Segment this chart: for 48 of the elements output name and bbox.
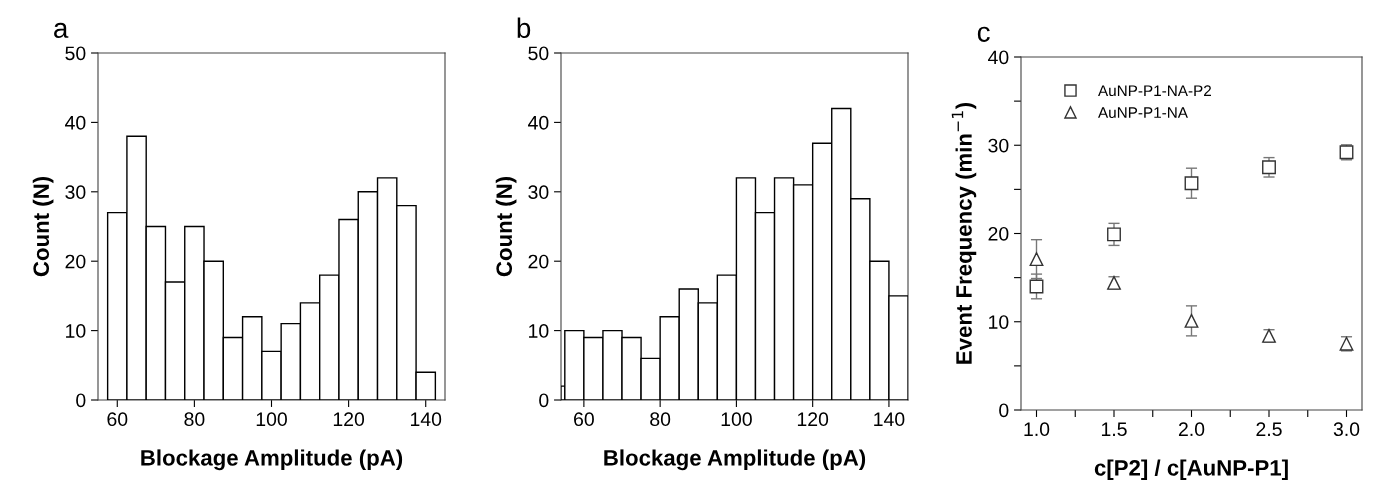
y-axis-title: Count (N) (32, 177, 54, 277)
chart-title: a (54, 22, 69, 38)
y-tick-label: 20 (65, 254, 86, 269)
x-tick-label: 60 (107, 412, 128, 427)
chart-title: b (517, 17, 531, 38)
x-tick-label: 80 (184, 412, 205, 427)
x-tick-label: 2.5 (1256, 422, 1282, 437)
x-tick-label: 120 (333, 412, 365, 427)
point (1184, 313, 1199, 328)
y-axis-title: Count (N) (495, 177, 517, 277)
y-tick-label: 50 (528, 46, 549, 61)
x-tick-label: 3.0 (1333, 422, 1360, 437)
y-tick-label: 20 (988, 226, 1009, 241)
y-tick-label: 50 (65, 46, 86, 61)
y-tick-label: 10 (66, 324, 86, 338)
x-tick-label: 80 (650, 412, 671, 427)
x-tick-label: 140 (874, 412, 905, 427)
y-tick-label: 40 (65, 115, 86, 130)
chart-title: c (977, 26, 990, 42)
y-axis-title: Event Frequency (min$^{−1}$) (951, 102, 977, 364)
y-tick-label: 40 (528, 115, 549, 130)
y-tick-label: 30 (528, 185, 549, 200)
y-tick-label: 10 (989, 315, 1009, 329)
x-tick-label: 1.5 (1101, 422, 1127, 437)
y-tick-label: 0 (539, 393, 549, 408)
legend-label: AuNP-P1-NA (1098, 107, 1188, 118)
x-tick-label: 140 (410, 412, 442, 427)
y-tick-label: 0 (999, 403, 1009, 418)
x-axis-title: c[P2] / c[AuNP-P1] (1094, 459, 1288, 480)
x-tick-label: 100 (721, 412, 752, 427)
point (1107, 227, 1121, 242)
y-tick-label: 20 (528, 254, 549, 269)
x-tick-label: 120 (797, 412, 829, 427)
x-tick-label: 60 (574, 412, 594, 427)
y-tick-label: 10 (529, 324, 549, 338)
point (1184, 176, 1199, 191)
y-tick-label: 30 (65, 185, 86, 200)
point (1262, 160, 1276, 175)
x-tick-label: 100 (256, 412, 287, 427)
x-axis-title: Blockage Amplitude (pA) (141, 449, 403, 471)
point (1029, 252, 1044, 267)
y-tick-label: 0 (76, 393, 86, 408)
y-tick-label: 40 (988, 50, 1009, 65)
y-tick-label: 30 (988, 138, 1009, 153)
x-tick-label: 1.0 (1024, 422, 1050, 437)
x-axis-title: Blockage Amplitude (pA) (604, 449, 866, 471)
legend-label: AuNP-P1-NA-P2 (1098, 85, 1211, 97)
x-tick-label: 2.0 (1178, 422, 1205, 437)
